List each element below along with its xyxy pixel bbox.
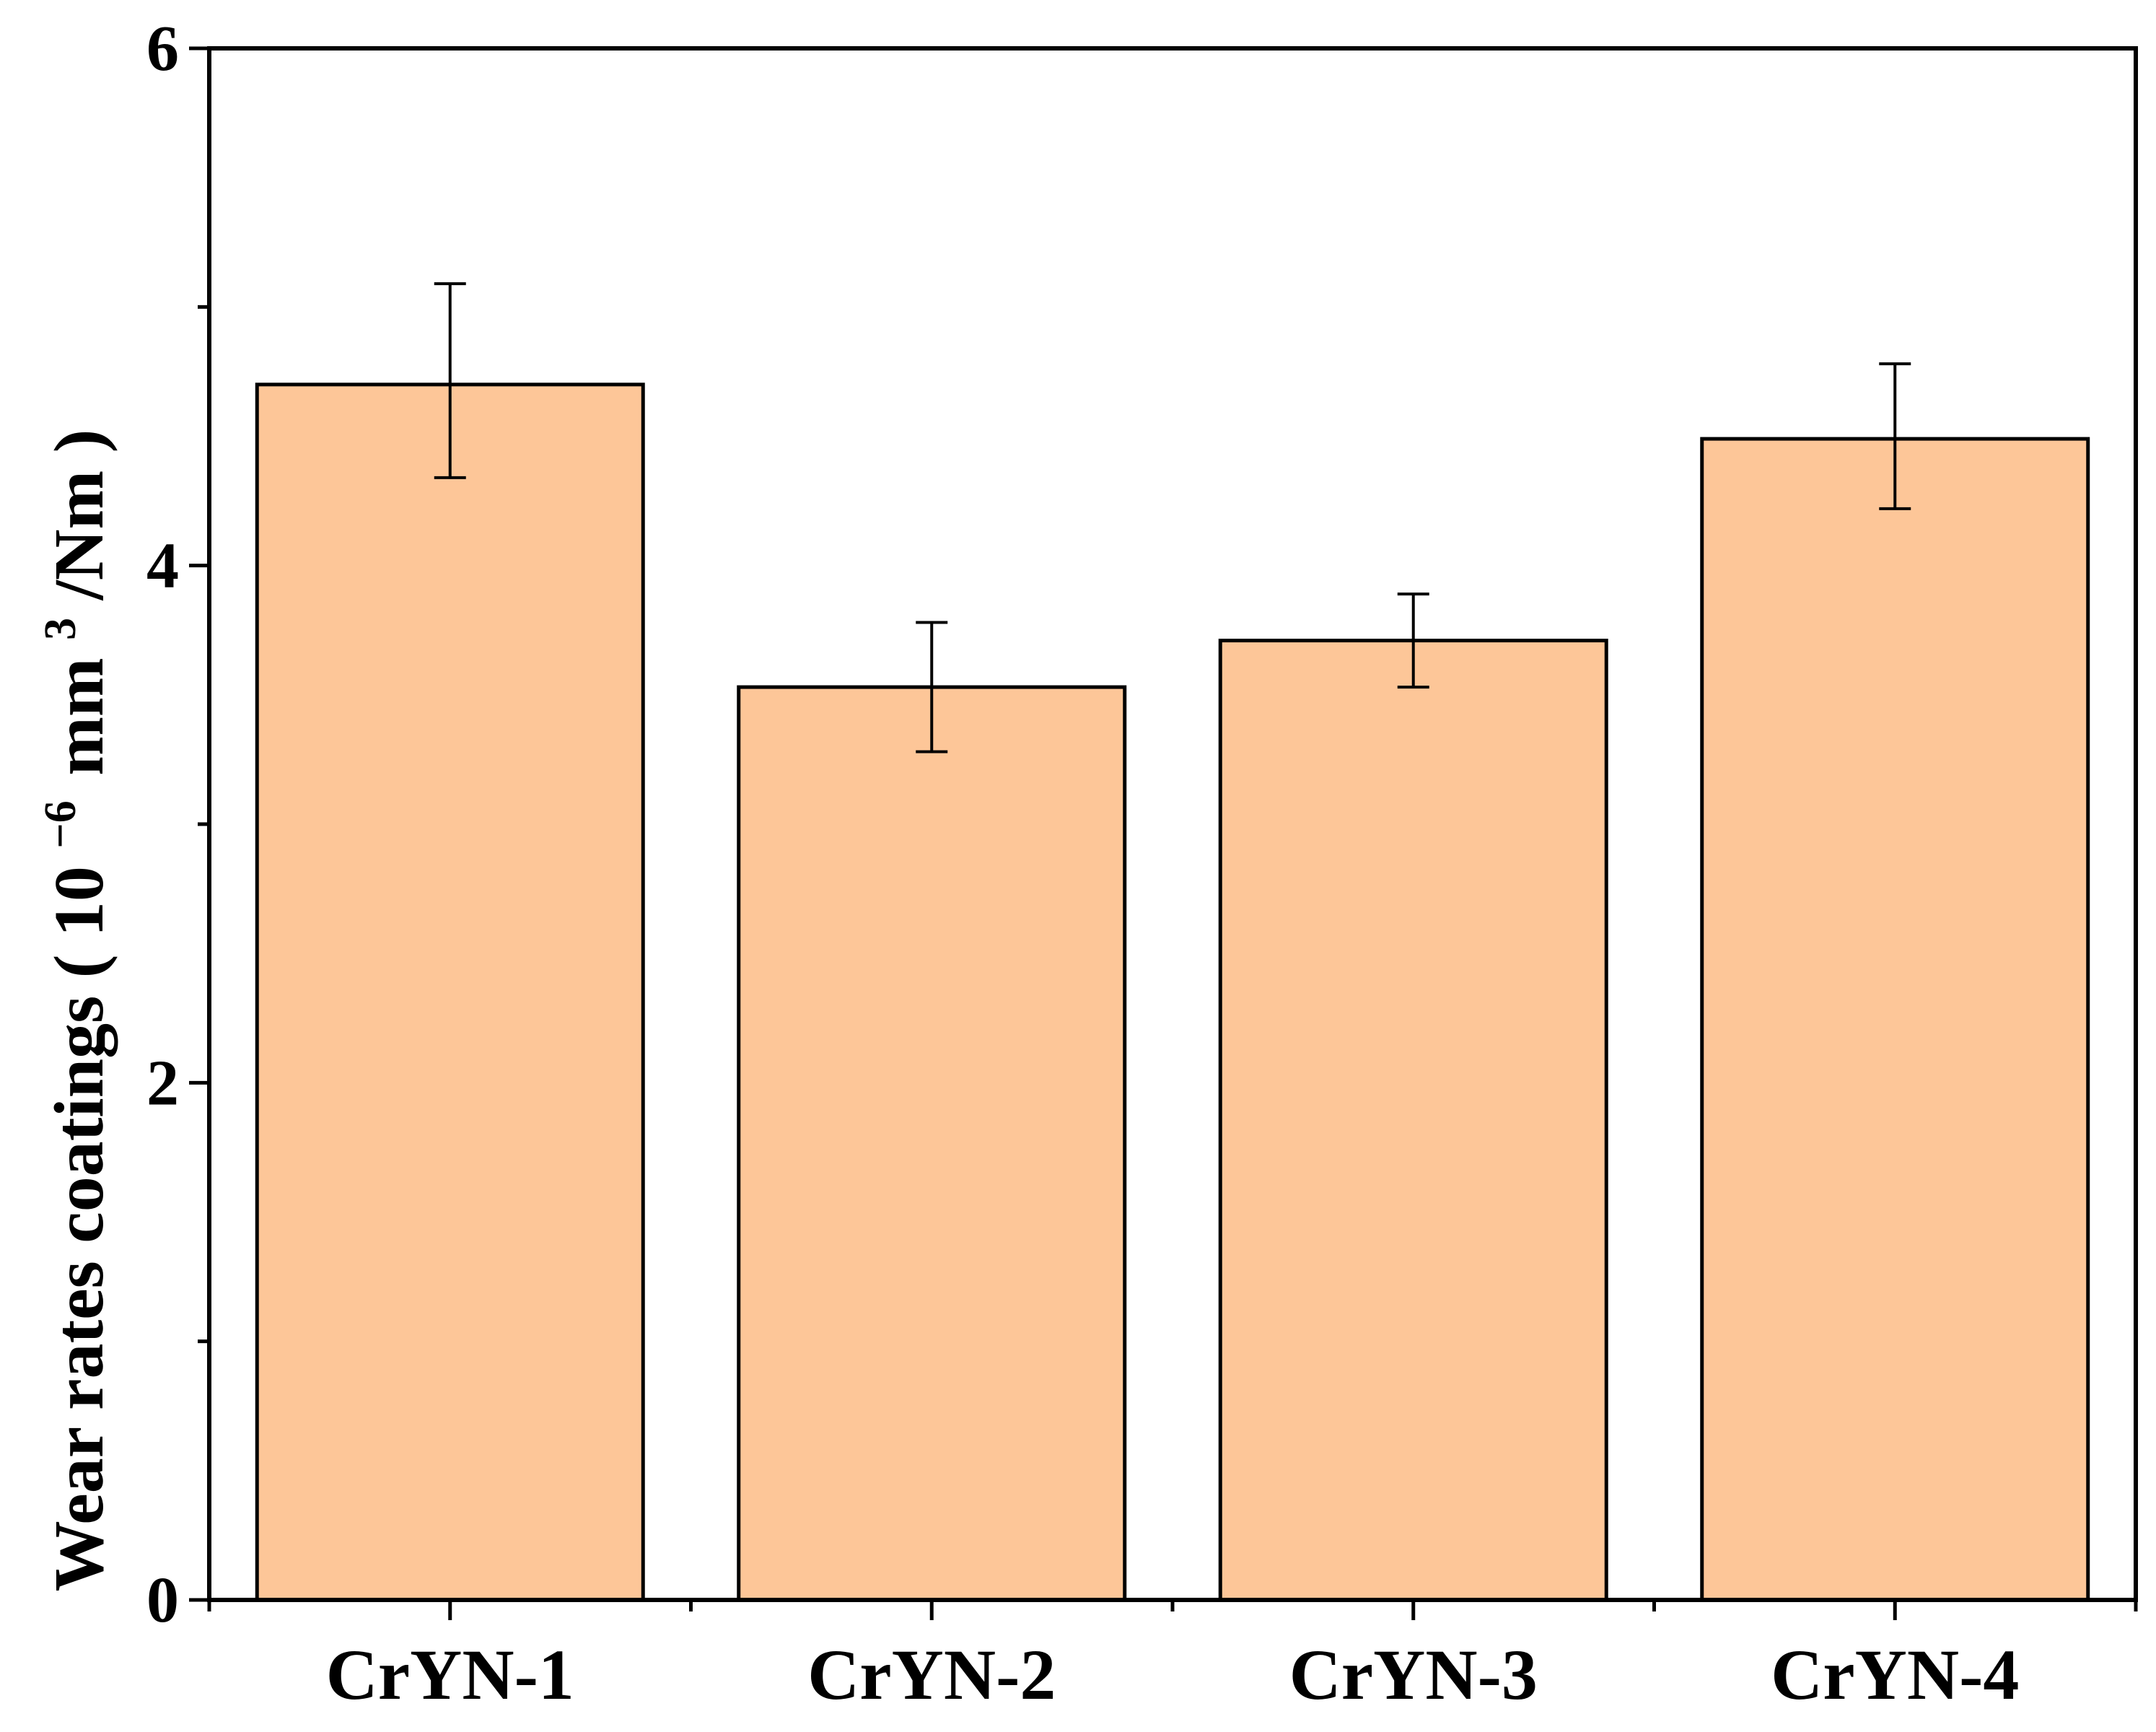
x-tick-label-CrYN-1: CrYN-1 bbox=[326, 1635, 574, 1715]
x-tick-label-CrYN-3: CrYN-3 bbox=[1289, 1635, 1538, 1715]
y-axis-label-exponent: −6 bbox=[36, 800, 85, 848]
y-axis-label-unit-exponent: 3 bbox=[36, 618, 85, 640]
bar-CrYN-4 bbox=[1700, 437, 2090, 1602]
x-ticks-layer: CrYN-1 CrYN-2 CrYN-3 CrYN-4 bbox=[207, 1600, 2138, 1715]
bar-CrYN-1 bbox=[255, 382, 645, 1602]
y-tick-label-2: 2 bbox=[146, 1047, 179, 1119]
y-axis-label-open-paren: ( bbox=[40, 955, 118, 979]
y-axis-label: Wear rates coatings ( 10 −6 mm 3 /Nm ) bbox=[13, 429, 118, 1592]
y-axis-label-main: Wear rates coatings bbox=[40, 996, 118, 1592]
bars-layer bbox=[255, 382, 2090, 1602]
y-tick-label-4: 4 bbox=[146, 530, 179, 602]
y-tick-label-0: 0 bbox=[146, 1565, 179, 1636]
y-axis-label-unit: mm bbox=[40, 657, 118, 775]
y-axis-label-unit-tail: /Nm bbox=[40, 471, 118, 601]
y-axis-label-close-paren: ) bbox=[40, 429, 118, 453]
bar-CrYN-3 bbox=[1218, 639, 1608, 1602]
y-axis-label-base: 10 bbox=[40, 866, 118, 937]
bar-CrYN-2 bbox=[737, 685, 1127, 1602]
x-tick-label-CrYN-2: CrYN-2 bbox=[807, 1635, 1056, 1715]
x-tick-label-CrYN-4: CrYN-4 bbox=[1771, 1635, 2019, 1715]
error-bars-layer bbox=[434, 282, 1911, 753]
y-tick-label-6: 6 bbox=[146, 13, 179, 84]
y-ticks-layer: 0 2 4 6 bbox=[146, 13, 209, 1636]
